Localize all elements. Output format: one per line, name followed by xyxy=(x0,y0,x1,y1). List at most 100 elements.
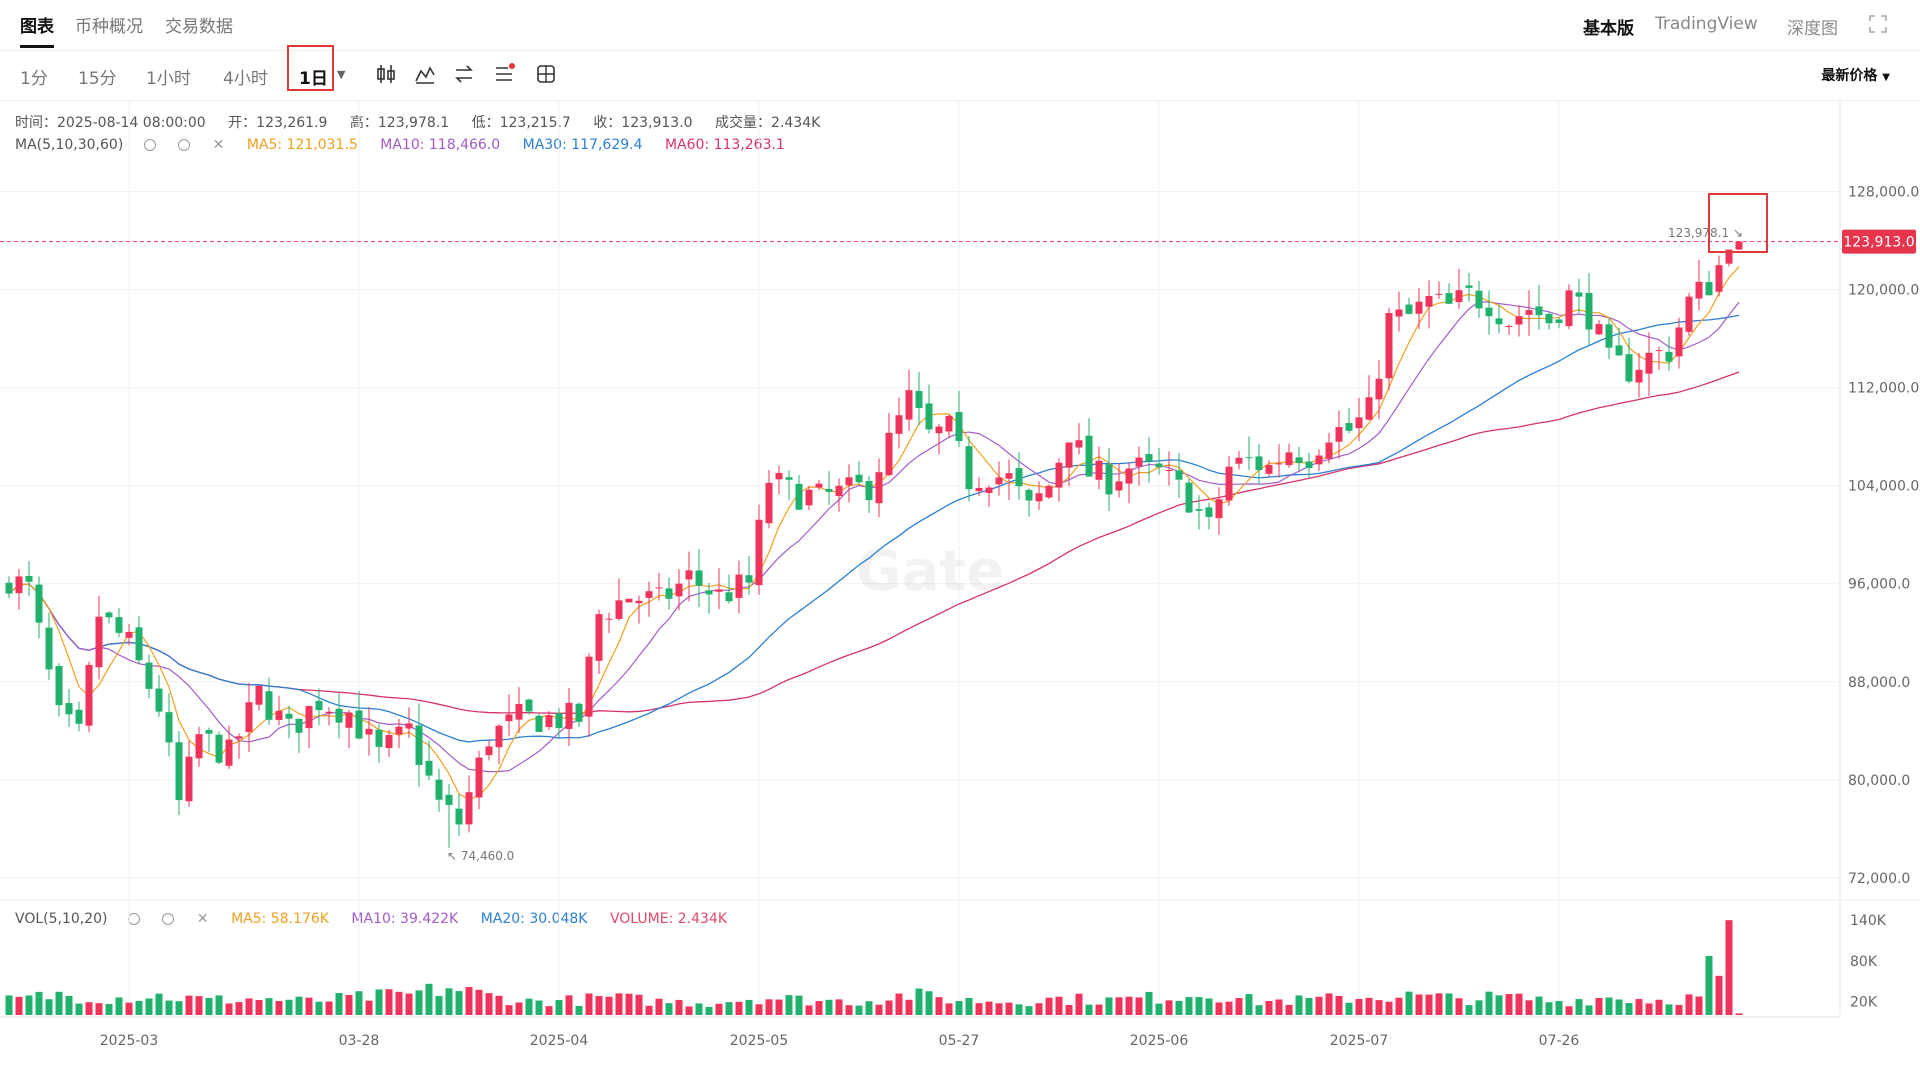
candle xyxy=(165,693,173,757)
candle xyxy=(105,611,113,624)
volume-bar xyxy=(775,999,783,1015)
candle xyxy=(245,682,253,753)
candle xyxy=(1595,320,1603,336)
candle xyxy=(425,740,433,781)
candle xyxy=(1525,290,1533,336)
tab-trading-data[interactable]: 交易数据 xyxy=(165,17,233,37)
ohlc-high: 高：123,978.1 xyxy=(349,115,450,131)
volume-bar xyxy=(625,993,633,1015)
fullscreen-icon[interactable] xyxy=(1868,14,1888,34)
interval-1m[interactable]: 1分 xyxy=(20,69,48,89)
candle xyxy=(1435,281,1443,299)
volume-bar xyxy=(1075,993,1083,1015)
candle xyxy=(575,702,583,727)
candle xyxy=(1295,446,1303,472)
volume-bar xyxy=(1615,999,1623,1015)
candle-type-icon[interactable] xyxy=(374,62,398,86)
volume-bar xyxy=(75,1003,83,1015)
candle-body xyxy=(615,600,623,619)
candle-body xyxy=(1105,464,1113,495)
candle xyxy=(1185,478,1193,514)
eye-icon[interactable] xyxy=(143,139,156,151)
candle-body xyxy=(1595,324,1603,335)
volume-bar xyxy=(175,1001,183,1015)
candle-body xyxy=(45,627,53,670)
candle-body xyxy=(1355,417,1363,429)
interval-4h[interactable]: 4小时 xyxy=(223,69,268,89)
volume-bar xyxy=(1435,993,1443,1015)
time-tick-label: 07-26 xyxy=(1539,1033,1580,1049)
volume-bar xyxy=(995,1003,1003,1015)
candle xyxy=(1475,280,1483,318)
interval-15m[interactable]: 15分 xyxy=(78,69,117,89)
volume-bar xyxy=(1155,1003,1163,1015)
list-settings-icon[interactable] xyxy=(492,62,516,86)
settings-icon[interactable] xyxy=(178,139,191,151)
volume-bar xyxy=(205,997,213,1015)
tab-basic[interactable]: 基本版 xyxy=(1583,19,1634,39)
volume-bar xyxy=(345,994,353,1015)
candle-body xyxy=(185,756,193,802)
interval-dropdown-chevron-down-icon[interactable]: ▼ xyxy=(337,68,346,81)
candle xyxy=(1675,317,1683,369)
interval-1d[interactable]: 1日 xyxy=(299,69,328,89)
volume-bar xyxy=(1065,1005,1073,1015)
volume-bar xyxy=(1095,1004,1103,1015)
volume-bar xyxy=(115,997,123,1015)
candle xyxy=(1685,292,1693,336)
candle xyxy=(1415,288,1423,330)
candle-body xyxy=(155,688,163,712)
time-tick-label: 2025-06 xyxy=(1130,1033,1189,1049)
volume-bar xyxy=(265,998,273,1015)
volume-bar xyxy=(965,998,973,1015)
candle xyxy=(1105,447,1113,512)
ohlc-readout: 时间：2025-08-14 08:00:00 开：123,261.9 高：123… xyxy=(15,112,838,132)
ohlc-volume: 成交量：2.434K xyxy=(715,115,821,131)
candle xyxy=(415,703,423,787)
candle-body xyxy=(385,735,393,749)
volume-bar xyxy=(585,993,593,1015)
candle-body xyxy=(1295,457,1303,463)
volume-bar xyxy=(1625,1003,1633,1015)
vol-eye-icon[interactable] xyxy=(127,913,140,925)
time-tick-label: 03-28 xyxy=(339,1033,380,1049)
volume-bar xyxy=(935,997,943,1015)
candle-body xyxy=(1665,351,1673,362)
candle-body xyxy=(1135,457,1143,467)
price-type-select[interactable]: 最新价格 ▼ xyxy=(1821,68,1890,84)
swap-icon[interactable] xyxy=(452,62,476,86)
candle xyxy=(875,458,883,518)
candle xyxy=(955,390,963,448)
candle xyxy=(1195,495,1203,530)
candle xyxy=(1325,432,1333,464)
volume-bar xyxy=(985,1001,993,1015)
candle-body xyxy=(1645,352,1653,374)
candle xyxy=(545,710,553,730)
ma-legend-label: MA(5,10,30,60) xyxy=(15,137,124,153)
tab-tradingview[interactable]: TradingView xyxy=(1655,14,1758,34)
vol-close-icon[interactable]: ✕ xyxy=(196,911,209,927)
interval-1h[interactable]: 1小时 xyxy=(146,69,191,89)
volume-bar xyxy=(695,1003,703,1015)
price-chart[interactable]: Gate 128,000.0 120,000.0 112,000.0 104,000.0… xyxy=(0,100,1920,1080)
vol-settings-icon[interactable] xyxy=(162,913,175,925)
candle xyxy=(1235,451,1243,470)
candle-body xyxy=(1365,397,1373,420)
ma10-value: MA10: 118,466.0 xyxy=(380,137,501,153)
candle-body xyxy=(795,483,803,510)
candle-body xyxy=(1285,452,1293,466)
volume-bar xyxy=(395,991,403,1015)
close-icon[interactable]: ✕ xyxy=(212,137,225,153)
candle-body xyxy=(885,432,893,476)
volume-bar xyxy=(1225,1001,1233,1015)
tab-coin-overview[interactable]: 币种概况 xyxy=(75,17,143,37)
candle-body xyxy=(1705,282,1713,296)
volume-bar xyxy=(1355,999,1363,1015)
candle xyxy=(25,560,33,596)
tab-chart[interactable]: 图表 xyxy=(20,17,54,37)
layout-icon[interactable] xyxy=(534,62,558,86)
indicator-icon[interactable] xyxy=(413,62,437,86)
candle-body xyxy=(1715,265,1723,292)
candle xyxy=(275,695,283,726)
tab-depth-chart[interactable]: 深度图 xyxy=(1787,19,1838,39)
